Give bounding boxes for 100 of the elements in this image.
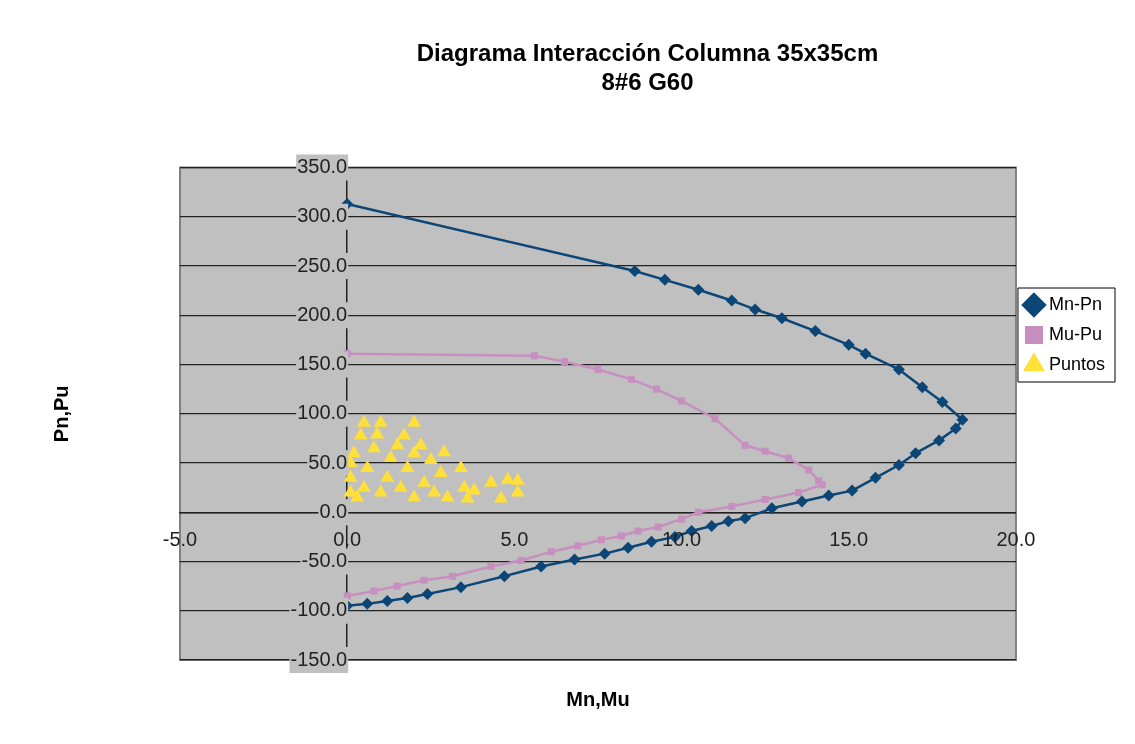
point xyxy=(722,515,735,528)
point xyxy=(892,459,905,472)
y-tick-label: 300.0 xyxy=(297,204,348,227)
y-tick-label: 250.0 xyxy=(297,253,348,276)
point xyxy=(933,434,946,447)
point xyxy=(597,536,605,544)
point xyxy=(413,437,428,450)
point xyxy=(859,347,872,360)
point xyxy=(487,562,495,570)
point xyxy=(809,325,822,338)
legend-label: Puntos xyxy=(1048,353,1106,374)
point xyxy=(761,447,769,455)
point xyxy=(678,397,686,405)
point xyxy=(400,459,415,472)
point xyxy=(407,445,421,458)
point xyxy=(869,471,882,484)
x-tick-label: 5.0 xyxy=(500,527,529,550)
legend-label: Mn-Pn xyxy=(1048,293,1102,314)
point xyxy=(380,469,395,482)
legend-label: Mu-Pu xyxy=(1048,323,1102,344)
point xyxy=(741,441,749,449)
y-tick-label: 350.0 xyxy=(297,155,348,178)
point xyxy=(510,472,525,485)
point xyxy=(805,466,813,474)
point xyxy=(350,489,365,502)
point xyxy=(936,395,949,408)
point xyxy=(761,495,769,504)
point xyxy=(535,560,548,573)
point xyxy=(370,426,385,439)
point xyxy=(353,427,368,440)
point xyxy=(692,283,705,296)
point xyxy=(846,484,859,497)
point xyxy=(785,454,793,462)
point xyxy=(494,490,508,503)
point xyxy=(658,273,671,286)
point xyxy=(739,512,752,525)
point xyxy=(457,479,472,492)
point xyxy=(448,572,457,580)
point xyxy=(498,570,511,583)
point xyxy=(956,413,969,426)
point xyxy=(594,365,602,374)
point xyxy=(574,542,582,550)
point xyxy=(420,576,428,584)
x-axis-title: Mn,Mu xyxy=(566,687,630,710)
point xyxy=(373,414,388,427)
point xyxy=(417,474,432,487)
point xyxy=(530,352,538,360)
y-tick-label: 200.0 xyxy=(297,302,348,325)
point xyxy=(775,312,788,325)
point xyxy=(795,495,808,508)
point xyxy=(728,502,736,510)
point xyxy=(909,447,922,460)
point xyxy=(916,381,929,394)
point xyxy=(510,484,525,497)
y-tick-label: 100.0 xyxy=(297,401,348,424)
point xyxy=(421,588,434,601)
point xyxy=(407,414,421,427)
point xyxy=(370,587,378,595)
point xyxy=(645,535,658,548)
point xyxy=(705,520,718,533)
point xyxy=(361,597,374,610)
point xyxy=(500,471,515,484)
point xyxy=(547,548,555,556)
point xyxy=(467,482,482,495)
point xyxy=(367,440,381,453)
point xyxy=(711,415,719,423)
point xyxy=(678,515,686,523)
y-tick-label: -100.0 xyxy=(290,598,348,621)
point xyxy=(440,489,455,502)
y-tick-label: 50.0 xyxy=(308,450,348,473)
point xyxy=(407,489,421,502)
y-tick-label: 150.0 xyxy=(297,352,348,375)
point xyxy=(627,375,635,383)
point xyxy=(453,459,468,472)
y-tick-label: -150.0 xyxy=(290,647,348,670)
point xyxy=(568,553,581,566)
point xyxy=(622,541,635,554)
point xyxy=(373,484,388,497)
point xyxy=(423,452,438,465)
point xyxy=(892,363,905,376)
point xyxy=(437,444,452,457)
point xyxy=(356,479,371,492)
point xyxy=(381,594,394,607)
point xyxy=(628,265,641,277)
x-tick-label: 15.0 xyxy=(829,527,869,550)
point xyxy=(561,358,569,366)
point xyxy=(842,338,855,351)
point xyxy=(393,582,401,590)
point xyxy=(795,489,803,497)
point xyxy=(694,508,702,516)
point xyxy=(818,481,826,489)
point xyxy=(949,422,962,435)
point xyxy=(356,414,371,427)
x-tick-label: 20.0 xyxy=(996,527,1036,550)
point xyxy=(343,469,358,482)
point xyxy=(401,591,414,604)
x-tick-label: -5.0 xyxy=(162,527,198,550)
y-axis-title: Pn,Pu xyxy=(49,385,72,443)
point xyxy=(433,464,448,477)
point xyxy=(517,557,525,565)
